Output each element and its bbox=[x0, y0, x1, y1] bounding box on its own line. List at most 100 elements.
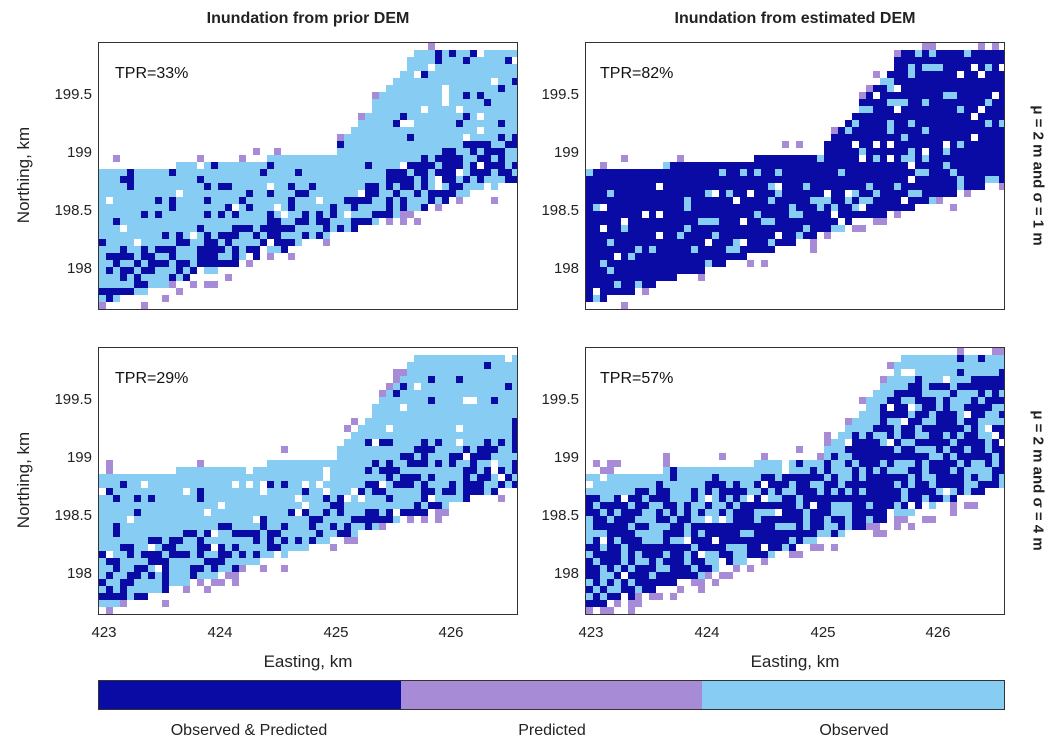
raster-cell bbox=[943, 162, 950, 169]
raster-cell bbox=[999, 411, 1004, 418]
raster-cell bbox=[113, 495, 120, 502]
raster-cell bbox=[470, 481, 477, 488]
raster-cell bbox=[586, 288, 593, 295]
raster-cell bbox=[253, 467, 260, 474]
raster-cell bbox=[775, 239, 782, 246]
raster-cell bbox=[621, 204, 628, 211]
raster-cell bbox=[379, 467, 386, 474]
raster-cell bbox=[330, 218, 337, 225]
raster-cell bbox=[239, 558, 246, 565]
raster-cell bbox=[414, 418, 421, 425]
raster-cell bbox=[712, 176, 719, 183]
raster-cell bbox=[281, 565, 288, 572]
raster-cell bbox=[491, 176, 498, 183]
raster-cell bbox=[155, 509, 162, 516]
raster-cell bbox=[873, 134, 880, 141]
raster-cell bbox=[491, 397, 498, 404]
raster-cell bbox=[852, 183, 859, 190]
raster-cell bbox=[775, 488, 782, 495]
raster-cell bbox=[614, 530, 621, 537]
raster-cell bbox=[379, 190, 386, 197]
raster-cell bbox=[628, 281, 635, 288]
raster-cell bbox=[386, 176, 393, 183]
raster-cell bbox=[936, 85, 943, 92]
raster-cell bbox=[477, 446, 484, 453]
raster-cell bbox=[246, 523, 253, 530]
raster-cell bbox=[607, 197, 614, 204]
raster-cell bbox=[134, 474, 141, 481]
raster-cell bbox=[600, 169, 607, 176]
raster-cell bbox=[866, 85, 873, 92]
raster-cell bbox=[372, 92, 379, 99]
raster-cell bbox=[449, 439, 456, 446]
raster-cell bbox=[386, 488, 393, 495]
raster-cell bbox=[740, 495, 747, 502]
raster-cell bbox=[169, 551, 176, 558]
raster-cell bbox=[628, 232, 635, 239]
raster-cell bbox=[873, 446, 880, 453]
raster-cell bbox=[985, 106, 992, 113]
raster-cell bbox=[649, 253, 656, 260]
raster-cell bbox=[470, 383, 477, 390]
raster-cell bbox=[190, 488, 197, 495]
y-tick-label: 198.5 bbox=[54, 507, 92, 524]
raster-cell bbox=[971, 71, 978, 78]
raster-cell bbox=[670, 523, 677, 530]
raster-cell bbox=[505, 453, 512, 460]
raster-cell bbox=[796, 481, 803, 488]
raster-cell bbox=[586, 551, 593, 558]
raster-cell bbox=[183, 516, 190, 523]
raster-cell bbox=[712, 565, 719, 572]
raster-cell bbox=[141, 260, 148, 267]
raster-cell bbox=[211, 267, 218, 274]
raster-cell bbox=[733, 204, 740, 211]
raster-cell bbox=[281, 239, 288, 246]
raster-cell bbox=[635, 600, 642, 607]
raster-cell bbox=[957, 127, 964, 134]
raster-cell bbox=[470, 106, 477, 113]
raster-cell bbox=[456, 162, 463, 169]
raster-cell bbox=[824, 176, 831, 183]
raster-cell bbox=[943, 176, 950, 183]
raster-cell bbox=[330, 488, 337, 495]
raster-cell bbox=[985, 64, 992, 71]
raster-cell bbox=[225, 558, 232, 565]
raster-cell bbox=[936, 190, 943, 197]
raster-cell bbox=[908, 362, 915, 369]
raster-cell bbox=[197, 572, 204, 579]
raster-cell bbox=[400, 488, 407, 495]
raster-cell bbox=[393, 397, 400, 404]
raster-cell bbox=[642, 502, 649, 509]
raster-cell bbox=[621, 530, 628, 537]
raster-cell bbox=[635, 537, 642, 544]
raster-cell bbox=[950, 113, 957, 120]
raster-cell bbox=[267, 488, 274, 495]
raster-cell bbox=[393, 460, 400, 467]
raster-cell bbox=[176, 467, 183, 474]
raster-cell bbox=[859, 411, 866, 418]
raster-cell bbox=[957, 453, 964, 460]
raster-cell bbox=[106, 204, 113, 211]
raster-cell bbox=[512, 390, 517, 397]
raster-cell bbox=[127, 281, 134, 288]
raster-cell bbox=[985, 134, 992, 141]
raster-cell bbox=[407, 211, 414, 218]
raster-cell bbox=[169, 239, 176, 246]
inundation-map bbox=[99, 355, 517, 614]
raster-cell bbox=[232, 495, 239, 502]
raster-cell bbox=[810, 523, 817, 530]
raster-cell bbox=[866, 474, 873, 481]
raster-cell bbox=[586, 183, 593, 190]
raster-cell bbox=[866, 106, 873, 113]
raster-cell bbox=[894, 369, 901, 376]
raster-cell bbox=[810, 162, 817, 169]
raster-cell bbox=[831, 190, 838, 197]
raster-cell bbox=[449, 127, 456, 134]
raster-cell bbox=[484, 390, 491, 397]
raster-cell bbox=[400, 376, 407, 383]
raster-cell bbox=[691, 190, 698, 197]
raster-cell bbox=[908, 78, 915, 85]
raster-cell bbox=[796, 460, 803, 467]
raster-cell bbox=[866, 197, 873, 204]
raster-cell bbox=[719, 246, 726, 253]
